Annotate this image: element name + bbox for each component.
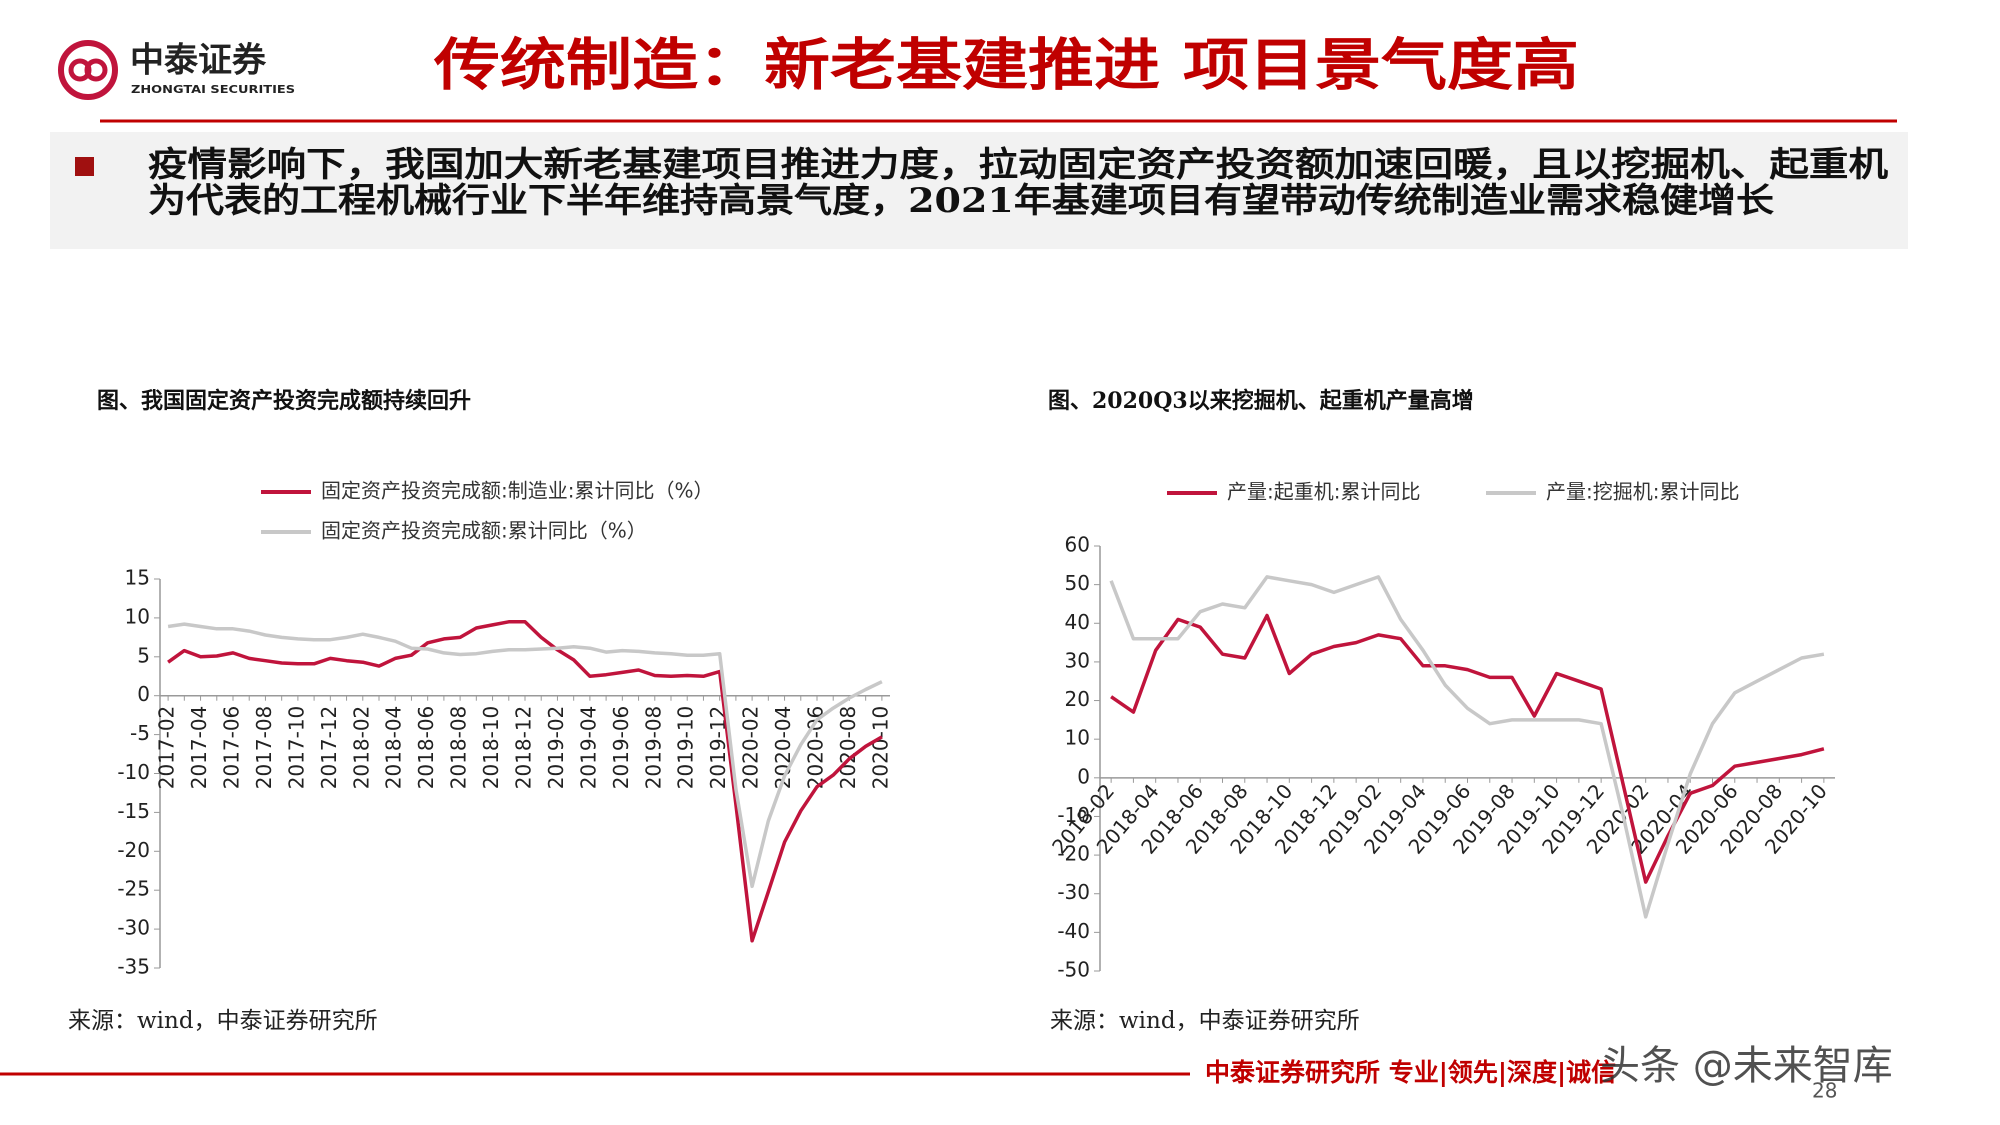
y-tick-label: -30	[1057, 880, 1090, 904]
legend-label: 产量:挖掘机:累计同比	[1546, 480, 1739, 504]
slide-title: 传统制造：新老基建推进 项目景气度高	[433, 33, 1579, 99]
bullet-line: 为代表的工程机械行业下半年维持高景气度，2021年基建项目有望带动传统制造业需求…	[148, 181, 1774, 221]
x-tick-label: 2019-04	[576, 706, 600, 790]
x-tick-label: 2018-12	[512, 706, 536, 790]
y-tick-label: -30	[117, 916, 150, 940]
y-tick-label: 0	[137, 682, 150, 706]
y-tick-label: 20	[1065, 687, 1090, 711]
chart-source: 来源：wind，中泰证券研究所	[1050, 1008, 1360, 1034]
logo-ring	[58, 40, 118, 100]
series-line	[167, 622, 883, 889]
x-tick-label: 2020-10	[868, 706, 892, 790]
chart-source: 来源：wind，中泰证券研究所	[68, 1008, 378, 1034]
chart-title: 图、2020Q3以来挖掘机、起重机产量高增	[1048, 388, 1474, 414]
bullet-icon	[75, 157, 94, 176]
y-tick-label: 30	[1065, 648, 1090, 672]
x-tick-label: 2020-06	[804, 706, 828, 790]
y-tick-label: -15	[117, 799, 150, 823]
legend-label: 产量:起重机:累计同比	[1227, 480, 1420, 504]
y-tick-label: -25	[117, 877, 150, 901]
logo: 中泰证券 ZHONGTAI SECURITIES	[58, 40, 295, 100]
page-number: 28	[1812, 1079, 1837, 1103]
x-tick-label: 2018-06	[414, 706, 438, 790]
chart-title: 图、我国固定资产投资完成额持续回升	[97, 388, 471, 414]
y-tick-label: -20	[1057, 842, 1090, 866]
y-tick-label: -20	[117, 838, 150, 862]
logo-subtitle: ZHONGTAI SECURITIES	[131, 83, 295, 96]
y-tick-label: 5	[137, 643, 150, 667]
legend-label: 固定资产投资完成额:累计同比（%）	[321, 519, 647, 543]
x-tick-label: 2018-10	[479, 706, 503, 790]
x-tick-label: 2017-04	[187, 706, 211, 790]
x-tick-label: 2019-10	[674, 706, 698, 790]
series-line	[1109, 575, 1825, 919]
logo-mark	[84, 58, 108, 82]
x-tick-label: 2020-02	[739, 706, 763, 790]
footer-text: 中泰证券研究所 专业|领先|深度|诚信	[1205, 1058, 1616, 1087]
y-tick-label: 60	[1065, 533, 1090, 557]
x-tick-label: 2020-08	[836, 706, 860, 790]
x-tick-label: 2019-08	[641, 706, 665, 790]
x-tick-label: 2019-02	[544, 706, 568, 790]
y-tick-label: 10	[125, 604, 150, 628]
y-tick-label: 10	[1065, 726, 1090, 750]
y-tick-label: -10	[1057, 803, 1090, 827]
x-tick-label: 2017-12	[317, 706, 341, 790]
y-tick-label: -40	[1057, 919, 1090, 943]
x-tick-label: 2017-02	[155, 706, 179, 790]
x-tick-label: 2018-04	[382, 706, 406, 790]
x-tick-label: 2019-06	[609, 706, 633, 790]
bullet-line: 疫情影响下，我国加大新老基建项目推进力度，拉动固定资产投资额加速回暖，且以挖掘机…	[148, 145, 1888, 185]
y-tick-label: -50	[1057, 958, 1090, 982]
y-tick-label: 40	[1065, 610, 1090, 634]
y-tick-label: -10	[117, 760, 150, 784]
y-tick-label: -5	[130, 721, 150, 745]
series-line	[1110, 613, 1825, 884]
bullet-box	[50, 132, 1908, 249]
x-tick-label: 2017-10	[284, 706, 308, 790]
y-tick-label: 0	[1077, 764, 1090, 788]
y-tick-label: 15	[125, 566, 150, 590]
logo-name: 中泰证券	[130, 41, 267, 81]
x-tick-label: 2017-06	[220, 706, 244, 790]
watermark: 头条 @未来智库	[1600, 1043, 1893, 1089]
y-tick-label: -35	[117, 955, 150, 979]
x-tick-label: 2017-08	[252, 706, 276, 790]
x-tick-label: 2018-08	[447, 706, 471, 790]
series-line	[167, 620, 883, 943]
legend-label: 固定资产投资完成额:制造业:累计同比（%）	[321, 479, 713, 503]
x-tick-label: 2018-02	[349, 706, 373, 790]
y-tick-label: 50	[1065, 571, 1090, 595]
